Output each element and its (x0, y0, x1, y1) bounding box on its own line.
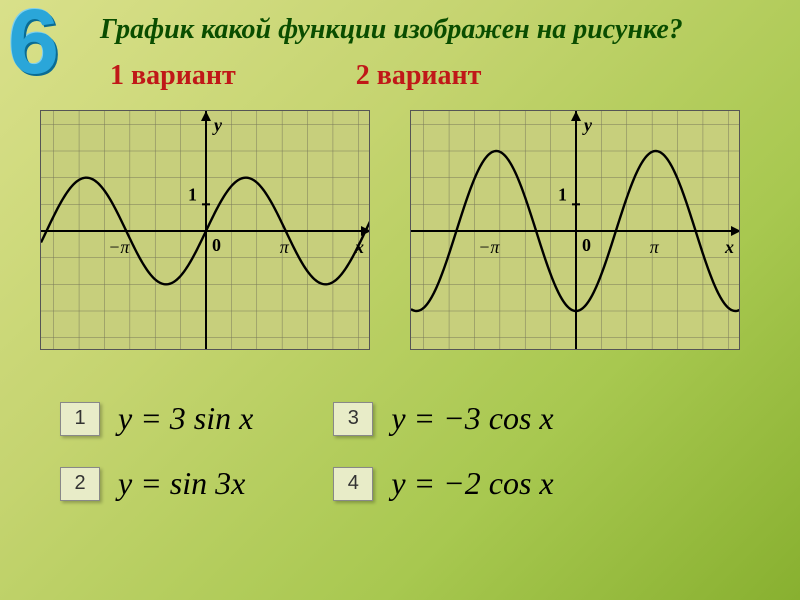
answers-col-2: 3 y = −3 cos x 4 y = −2 cos x (333, 400, 553, 502)
variant-row: 1 вариант 2 вариант (110, 60, 710, 92)
formula-3: y = −3 cos x (391, 400, 553, 437)
answer-button-1[interactable]: 1 (60, 402, 100, 436)
answer-button-3[interactable]: 3 (333, 402, 373, 436)
charts-row: y x 0 1 −π π y x 0 1 −π π (40, 110, 760, 350)
variant2-label: 2 вариант (356, 60, 482, 92)
svg-text:−π: −π (478, 237, 500, 257)
formula-2: y = sin 3x (118, 465, 245, 502)
answer-row: 2 y = sin 3x (60, 465, 253, 502)
question-number: 6 (8, 0, 55, 95)
svg-text:π: π (650, 237, 660, 257)
svg-text:π: π (280, 237, 290, 257)
svg-text:y: y (212, 115, 223, 135)
answer-row: 1 y = 3 sin x (60, 400, 253, 437)
chart-variant-1: y x 0 1 −π π (40, 110, 370, 350)
formula-4: y = −2 cos x (391, 465, 553, 502)
svg-text:y: y (582, 115, 593, 135)
answers-block: 1 y = 3 sin x 2 y = sin 3x 3 y = −3 cos … (60, 400, 760, 502)
answer-row: 4 y = −2 cos x (333, 465, 553, 502)
formula-1: y = 3 sin x (118, 400, 253, 437)
chart-variant-2: y x 0 1 −π π (410, 110, 740, 350)
variant1-label: 1 вариант (110, 60, 236, 92)
answer-button-4[interactable]: 4 (333, 467, 373, 501)
answer-row: 3 y = −3 cos x (333, 400, 553, 437)
svg-text:x: x (354, 237, 364, 257)
answers-col-1: 1 y = 3 sin x 2 y = sin 3x (60, 400, 253, 502)
svg-text:0: 0 (582, 235, 591, 255)
svg-text:1: 1 (188, 184, 197, 204)
svg-text:−π: −π (108, 237, 130, 257)
page-title: График какой функции изображен на рисунк… (100, 14, 683, 46)
svg-text:0: 0 (212, 235, 221, 255)
svg-text:x: x (724, 237, 734, 257)
answer-button-2[interactable]: 2 (60, 467, 100, 501)
svg-text:1: 1 (558, 184, 567, 204)
